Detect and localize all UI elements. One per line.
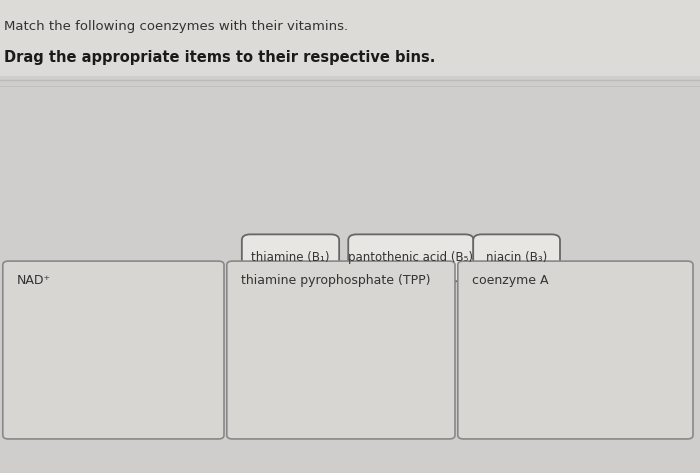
- Text: pantothenic acid (B₅): pantothenic acid (B₅): [349, 251, 473, 264]
- Text: thiamine (B₁): thiamine (B₁): [251, 251, 330, 264]
- Text: coenzyme A: coenzyme A: [472, 274, 548, 287]
- FancyBboxPatch shape: [458, 261, 693, 439]
- FancyBboxPatch shape: [3, 261, 224, 439]
- Text: Match the following coenzymes with their vitamins.: Match the following coenzymes with their…: [4, 19, 348, 33]
- FancyBboxPatch shape: [348, 234, 473, 281]
- FancyBboxPatch shape: [0, 0, 700, 76]
- FancyBboxPatch shape: [227, 261, 455, 439]
- Text: niacin (B₃): niacin (B₃): [486, 251, 547, 264]
- FancyBboxPatch shape: [473, 234, 560, 281]
- FancyBboxPatch shape: [242, 234, 339, 281]
- Text: NAD⁺: NAD⁺: [17, 274, 51, 287]
- Text: thiamine pyrophosphate (TPP): thiamine pyrophosphate (TPP): [241, 274, 430, 287]
- Text: Drag the appropriate items to their respective bins.: Drag the appropriate items to their resp…: [4, 50, 435, 65]
